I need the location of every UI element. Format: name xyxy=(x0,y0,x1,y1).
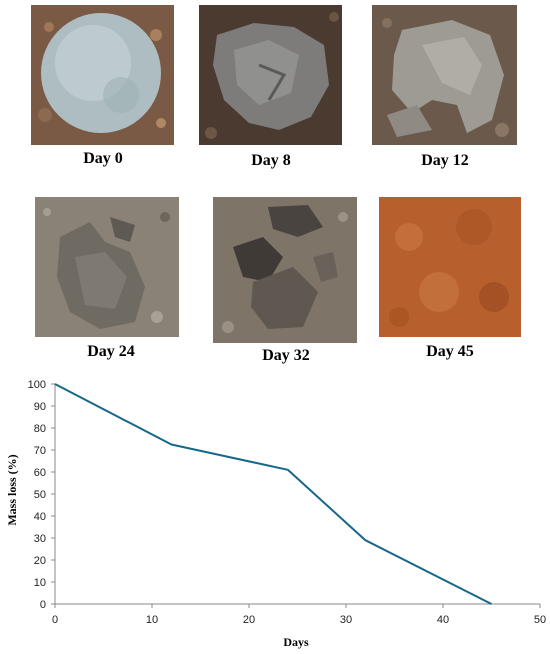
y-tick-labels: 0 10 20 30 40 50 60 70 80 90 100 xyxy=(28,379,55,611)
y-tick-label: 100 xyxy=(28,379,46,391)
y-tick-label: 60 xyxy=(34,467,46,479)
photo-day-0 xyxy=(31,5,174,145)
x-tick-label: 30 xyxy=(340,614,352,626)
photo-day-8 xyxy=(199,5,342,145)
caption-day-45: Day 45 xyxy=(426,343,474,360)
caption-day-24: Day 24 xyxy=(87,343,135,360)
y-tick-label: 90 xyxy=(34,401,46,413)
x-tick-label: 40 xyxy=(437,614,449,626)
y-tick-label: 10 xyxy=(34,577,46,589)
y-tick-label: 70 xyxy=(34,445,46,457)
y-tick-label: 20 xyxy=(34,555,46,567)
y-tick-label: 30 xyxy=(34,533,46,545)
caption-day-32: Day 32 xyxy=(262,347,310,364)
x-tick-labels: 0 10 20 30 40 50 xyxy=(52,604,546,626)
photo-day-12 xyxy=(372,5,517,145)
x-tick-label: 0 xyxy=(52,614,58,626)
caption-day-12: Day 12 xyxy=(421,152,469,169)
x-tick-label: 20 xyxy=(243,614,255,626)
y-tick-label: 0 xyxy=(40,599,46,611)
y-tick-label: 80 xyxy=(34,423,46,435)
y-axis-label: Mass loss (%) xyxy=(5,454,19,525)
x-tick-label: 50 xyxy=(534,614,546,626)
chart-series xyxy=(54,383,492,605)
y-tick-label: 40 xyxy=(34,511,46,523)
caption-day-8: Day 8 xyxy=(251,152,291,169)
photo-day-32 xyxy=(213,197,357,343)
photo-day-24 xyxy=(35,197,179,337)
mass-loss-series-line xyxy=(54,383,492,605)
photo-day-45 xyxy=(379,197,521,337)
y-tick-label: 50 xyxy=(34,489,46,501)
chart-axes xyxy=(54,384,540,605)
x-tick-label: 10 xyxy=(146,614,158,626)
caption-day-0: Day 0 xyxy=(83,150,123,167)
x-axis-label: Days xyxy=(283,635,309,649)
